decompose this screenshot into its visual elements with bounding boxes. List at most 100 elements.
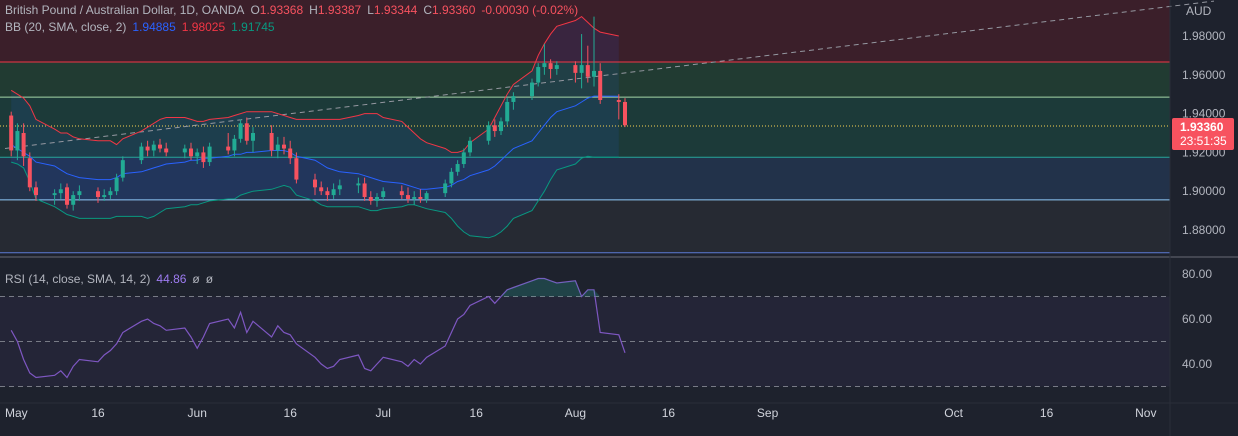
- candle-body: [554, 65, 559, 69]
- candle: [536, 63, 541, 87]
- candle-body: [27, 158, 32, 188]
- candle-body: [511, 96, 516, 102]
- candle-body: [418, 197, 423, 199]
- candle-body: [158, 144, 162, 149]
- time-tick-label: Aug: [565, 406, 586, 420]
- bb-upper-value: 1.98025: [181, 20, 226, 34]
- bb-basis-value: 1.94885: [132, 20, 176, 34]
- rsi-tick-label: 40.00: [1182, 357, 1212, 371]
- candle: [492, 119, 497, 137]
- candle-body: [114, 177, 119, 192]
- rsi-line: [10, 277, 626, 379]
- candle: [52, 189, 57, 205]
- candle: [573, 61, 578, 83]
- open-label: O: [250, 3, 260, 17]
- upper-green-zone: [0, 61, 1170, 98]
- candle-body: [71, 195, 76, 205]
- rsi-tick-label: 60.00: [1182, 312, 1212, 326]
- candle: [201, 146, 206, 168]
- candle-body: [579, 65, 584, 73]
- candle-body: [573, 65, 578, 73]
- candle-body: [461, 152, 466, 165]
- candle: [151, 140, 156, 157]
- current-price-label: 1.93360: [1180, 120, 1224, 134]
- price-tick-label: 1.94000: [1182, 107, 1226, 121]
- time-tick-label: Oct: [944, 406, 963, 420]
- candle: [27, 152, 32, 192]
- candle: [164, 142, 169, 157]
- candle: [294, 152, 299, 184]
- candle-body: [21, 133, 26, 157]
- bb-lower-value: 1.91745: [231, 20, 275, 34]
- candle-body: [492, 125, 497, 132]
- close-value: 1.93360: [431, 3, 476, 17]
- candle: [375, 193, 379, 207]
- candle: [182, 144, 187, 159]
- candle: [34, 181, 38, 201]
- current-price-badge: [1172, 118, 1234, 151]
- candle: [102, 189, 107, 201]
- candle: [443, 179, 448, 198]
- candle: [96, 187, 100, 203]
- candle: [530, 78, 534, 101]
- candle-body: [139, 146, 144, 161]
- time-tick-label: 16: [284, 406, 298, 420]
- currency-label: AUD: [1186, 4, 1212, 18]
- candle-body: [226, 146, 231, 151]
- candle: [368, 191, 373, 205]
- candle-body: [34, 187, 38, 196]
- candle-body: [77, 191, 82, 196]
- candle-body: [399, 191, 404, 196]
- candle-body: [282, 144, 286, 149]
- candle: [486, 121, 491, 145]
- candle: [77, 185, 82, 201]
- candle: [418, 189, 423, 203]
- rsi-overbought-fill: [11, 278, 625, 297]
- candle: [579, 34, 584, 89]
- candle-body: [96, 191, 100, 198]
- candle: [319, 181, 324, 196]
- candle: [251, 127, 255, 153]
- candle: [592, 16, 596, 87]
- candle-body: [238, 123, 243, 139]
- candle: [269, 125, 274, 157]
- price-zones: [0, 0, 1170, 200]
- bb-lower-line: [11, 155, 619, 239]
- candle: [499, 117, 503, 135]
- time-tick-label: Sep: [757, 406, 779, 420]
- candle-body: [536, 67, 541, 83]
- candle: [288, 140, 293, 165]
- candle-body: [58, 189, 63, 194]
- candle-body: [486, 125, 491, 141]
- low-label: L: [367, 3, 374, 17]
- change-value: -0.00030 (-0.02%): [481, 3, 579, 17]
- candle-body: [108, 191, 113, 196]
- candle-body: [337, 185, 342, 190]
- candle-body: [151, 144, 156, 151]
- middle-green-zone: [0, 97, 1170, 158]
- rsi-background: [0, 267, 1170, 398]
- candle: [145, 140, 150, 157]
- price-tick-label: 1.90000: [1182, 184, 1226, 198]
- candle-body: [542, 63, 547, 68]
- bb-fill-area: [11, 16, 619, 238]
- candle: [195, 148, 200, 165]
- candle-body: [65, 187, 69, 205]
- rsi-extra-1: ø: [192, 272, 200, 286]
- candlesticks: [9, 16, 627, 211]
- candle-body: [251, 133, 255, 141]
- candle-body: [623, 101, 627, 126]
- time-tick-label: 16: [662, 406, 676, 420]
- candle-body: [530, 82, 534, 97]
- candle-body: [313, 179, 317, 188]
- blue-zone: [0, 157, 1170, 200]
- candle: [399, 185, 404, 199]
- candle-body: [325, 191, 330, 196]
- candle: [554, 61, 559, 75]
- time-tick-label: 16: [91, 406, 105, 420]
- bollinger-bands: [10, 15, 619, 239]
- time-tick-label: Jun: [188, 406, 207, 420]
- close-label: C: [423, 3, 432, 17]
- candle: [282, 136, 286, 155]
